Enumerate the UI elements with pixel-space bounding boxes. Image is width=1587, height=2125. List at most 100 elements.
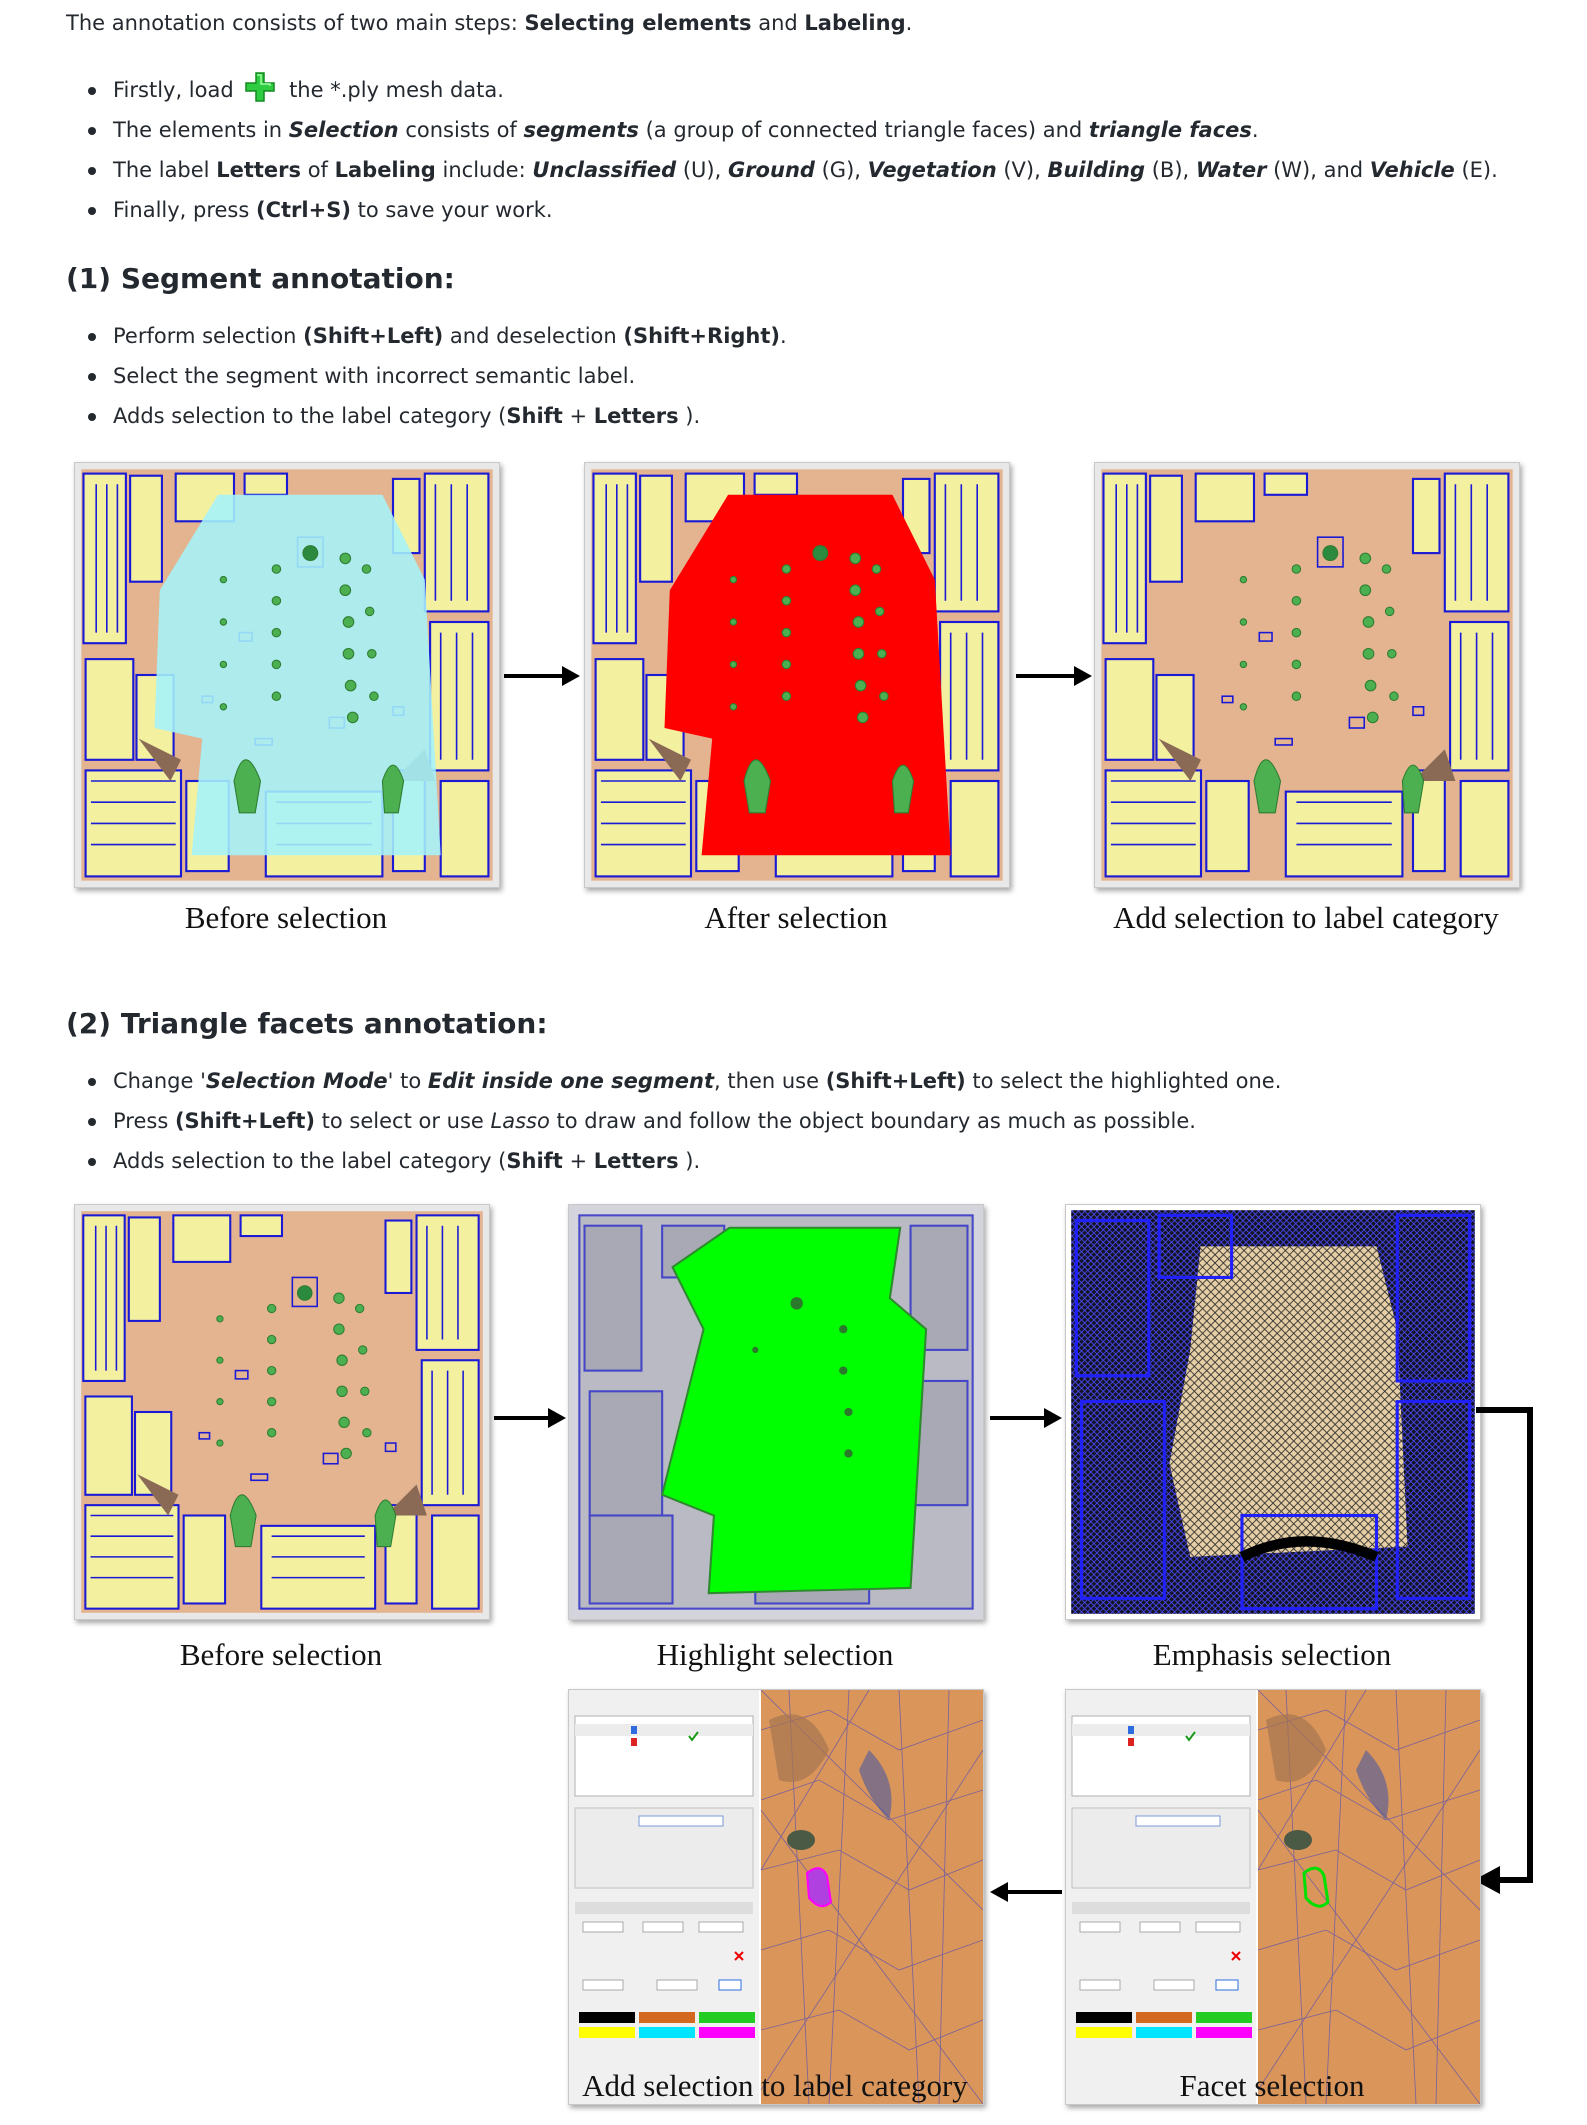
s1-bullet-1: Perform selection (Shift+Left) and desel… — [88, 316, 787, 356]
b3-labeling: Labeling — [334, 158, 436, 182]
s1b1-shift-right: (Shift+Right) — [623, 324, 781, 348]
caption-add-selection: Add selection to label category — [1113, 900, 1499, 935]
figure-add-to-label — [1094, 462, 1520, 888]
map2-highlight — [569, 1205, 983, 1619]
s2b2-t0: Press — [113, 1109, 175, 1133]
arrow-right-icon — [504, 666, 580, 686]
section2-bullets: Change 'Selection Mode' to Edit inside o… — [88, 1061, 1281, 1181]
arrow-right-icon — [990, 1408, 1062, 1428]
b2-t0: The elements in — [113, 118, 289, 142]
b3-t2: of — [301, 158, 335, 182]
map-labeled — [1095, 463, 1519, 887]
b3-t10: (V), — [996, 158, 1048, 182]
caption2-before-selection: Before selection — [179, 1637, 383, 1672]
s2b2-t2: to select or use — [315, 1109, 491, 1133]
s1b1-shift-left: (Shift+Left) — [303, 324, 444, 348]
caption-after-selection: After selection — [704, 900, 888, 935]
s2b3-letters: Letters — [593, 1149, 679, 1173]
map-after-selection — [585, 463, 1009, 887]
s2-bullet-2: Press (Shift+Left) to select or use Lass… — [88, 1101, 1281, 1141]
s1b3-letters: Letters — [593, 404, 679, 428]
caption-before-selection: Before selection — [184, 900, 388, 935]
b3-t12: (B), — [1145, 158, 1196, 182]
caption2-highlight-selection: Highlight selection — [656, 1637, 894, 1672]
intro-text: The annotation consists of two main step… — [66, 11, 525, 35]
s1b3-shift: Shift — [506, 404, 563, 428]
s2b2-shift-left: (Shift+Left) — [174, 1109, 315, 1133]
caption2-add-selection: Add selection to label category — [582, 2068, 968, 2103]
tool-screenshot-add — [569, 1690, 983, 2104]
arrow-right-icon — [1016, 666, 1092, 686]
b3-t6: (U), — [676, 158, 728, 182]
s2b1-t4: , then use — [714, 1069, 826, 1093]
bullet-save: Finally, press (Ctrl+S) to save your wor… — [88, 190, 1498, 230]
figure2-before-selection — [74, 1204, 490, 1620]
figure-after-selection — [584, 462, 1010, 888]
b2-segments: segments — [523, 118, 639, 142]
b3-ground: Ground — [727, 158, 815, 182]
figure2-add-selection-tool — [568, 1689, 984, 2105]
map-before-selection — [75, 463, 499, 887]
s2b1-shift-left: (Shift+Left) — [825, 1069, 966, 1093]
bullet-load: Firstly, load the *.ply mesh data. — [88, 70, 1498, 110]
s1b3-t2: + — [562, 404, 594, 428]
s1b3-t4: ). — [678, 404, 701, 428]
b3-t4: include: — [435, 158, 533, 182]
caption2-facet-selection: Facet selection — [1179, 2068, 1365, 2103]
section1-bullets: Perform selection (Shift+Left) and desel… — [88, 316, 787, 436]
intro-step2: Labeling — [804, 11, 906, 35]
s2b1-t6: to select the highlighted one. — [965, 1069, 1282, 1093]
arrow-left-icon — [990, 1882, 1062, 1902]
s2b2-t4: to draw and follow the object boundary a… — [549, 1109, 1196, 1133]
arrow-right-icon — [494, 1408, 566, 1428]
intro-paragraph: The annotation consists of two main step… — [66, 8, 912, 38]
s2b3-shift: Shift — [506, 1149, 563, 1173]
b4-t2: to save your work. — [350, 198, 553, 222]
b2-triangle-faces: triangle faces — [1088, 118, 1252, 142]
figure2-emphasis-selection — [1065, 1204, 1481, 1620]
s1b3-t0: Adds selection to the label category ( — [113, 404, 507, 428]
bullet-load-suffix: the *.ply mesh data. — [289, 78, 504, 102]
b4-t0: Finally, press — [113, 198, 256, 222]
bullet-load-prefix: Firstly, load — [113, 78, 234, 102]
intro-and: and — [751, 11, 805, 35]
s2b3-t4: ). — [678, 1149, 701, 1173]
figure2-facet-selection-tool — [1065, 1689, 1481, 2105]
section2-title: (2) Triangle facets annotation: — [66, 1007, 548, 1040]
intro-end: . — [905, 11, 913, 35]
s2b1-t2: ' to — [387, 1069, 428, 1093]
b4-shortcut: (Ctrl+S) — [256, 198, 351, 222]
figure2-highlight-selection — [568, 1204, 984, 1620]
b2-t4: (a group of connected triangle faces) an… — [638, 118, 1089, 142]
b3-t14: (W), and — [1266, 158, 1370, 182]
s2-bullet-1: Change 'Selection Mode' to Edit inside o… — [88, 1061, 1281, 1101]
connector-arrow-icon — [1474, 1407, 1533, 1894]
b2-selection: Selection — [288, 118, 399, 142]
s2b3-t2: + — [562, 1149, 594, 1173]
s2b1-edit-inside: Edit inside one segment — [427, 1069, 715, 1093]
s2b2-lasso: Lasso — [490, 1109, 550, 1133]
green-plus-icon — [245, 72, 276, 102]
b2-t6: . — [1251, 118, 1259, 142]
s2b1-selection-mode: Selection Mode — [205, 1069, 388, 1093]
bullet-elements: The elements in Selection consists of se… — [88, 110, 1498, 150]
section1-title: (1) Segment annotation: — [66, 262, 455, 295]
s1b1-t0: Perform selection — [113, 324, 304, 348]
map2-emphasis — [1066, 1205, 1480, 1619]
intro-step1: Selecting elements — [524, 11, 752, 35]
s1b1-t4: . — [780, 324, 787, 348]
b3-building: Building — [1047, 158, 1146, 182]
b3-letters: Letters — [216, 158, 302, 182]
s1b1-t2: and deselection — [443, 324, 624, 348]
b3-t8: (G), — [814, 158, 868, 182]
b3-t0: The label — [113, 158, 217, 182]
s2-bullet-3: Adds selection to the label category (Sh… — [88, 1141, 1281, 1181]
s1-bullet-3: Adds selection to the label category (Sh… — [88, 396, 787, 436]
tool-screenshot-facet — [1066, 1690, 1480, 2104]
s1-bullet-2: Select the segment with incorrect semant… — [88, 356, 787, 396]
b3-water: Water — [1195, 158, 1267, 182]
s2b3-t0: Adds selection to the label category ( — [113, 1149, 507, 1173]
b3-unclassified: Unclassified — [532, 158, 677, 182]
b3-vehicle: Vehicle — [1369, 158, 1455, 182]
b3-vegetation: Vegetation — [867, 158, 997, 182]
